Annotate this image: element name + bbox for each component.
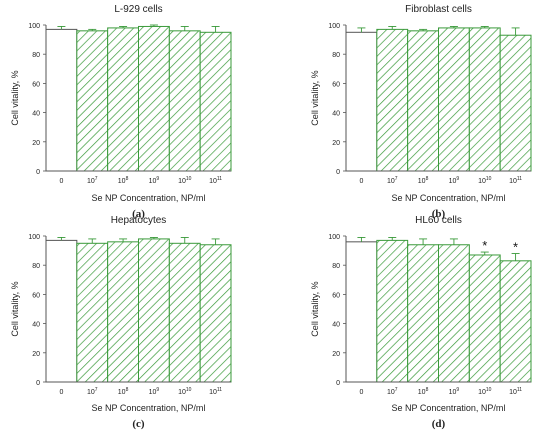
x-tick-label: 1011 (509, 176, 522, 185)
y-tick-label: 20 (332, 140, 340, 147)
bar (438, 244, 470, 383)
y-tick-label: 0 (336, 169, 340, 176)
x-axis-label: Se NP Concentration, NP/ml (92, 193, 206, 203)
x-tick-label: 1010 (178, 387, 192, 396)
y-tick-label: 80 (32, 52, 40, 59)
y-axis-label: Cell vitality, % (310, 281, 320, 336)
x-tick-label: 109 (449, 387, 460, 396)
x-axis-label: Se NP Concentration, NP/ml (392, 193, 506, 203)
bar (407, 30, 439, 172)
x-tick-label: 108 (118, 387, 129, 396)
x-tick-label: 1011 (509, 387, 522, 396)
chart-title: Fibroblast cells (405, 4, 472, 15)
bar (138, 238, 170, 383)
bar (138, 25, 170, 172)
bar (468, 27, 501, 172)
y-axis-label: Cell vitality, % (10, 281, 20, 336)
x-tick-label: 109 (149, 176, 160, 185)
x-tick-label: 0 (359, 178, 363, 185)
bar (468, 254, 501, 383)
x-axis-label: Se NP Concentration, NP/ml (392, 403, 506, 413)
y-tick-label: 40 (32, 322, 40, 329)
chart-panel-2: Fibroblast cells 0 20 40 60 80 100 Cell vitalit… (310, 4, 532, 220)
y-tick-label: 20 (32, 140, 40, 147)
bar (107, 27, 139, 172)
chart-title: HL60 cells (415, 215, 462, 226)
bar (45, 239, 78, 383)
panel-label: (c) (132, 418, 145, 430)
bar (76, 30, 109, 172)
panel-label: (a) (132, 208, 145, 220)
y-tick-label: 20 (332, 351, 340, 358)
bar (168, 30, 201, 172)
y-tick-label: 60 (32, 81, 40, 88)
bar (499, 34, 532, 172)
bar (407, 244, 439, 383)
chart-panel-1: L-929 cells 0 20 40 60 80 100 Cell vitality, % 0… (10, 4, 232, 220)
x-tick-label: 109 (449, 176, 460, 185)
bar (499, 260, 532, 383)
significance-marker: * (482, 238, 487, 253)
x-tick-label: 107 (387, 176, 398, 185)
chart-panel-3: Hepatocytes 0 20 40 60 80 100 Cell vitality, % 0… (10, 215, 232, 430)
x-tick-label: 1010 (178, 176, 192, 185)
y-tick-label: 100 (28, 23, 40, 30)
y-axis-label: Cell vitality, % (310, 70, 320, 125)
y-tick-label: 20 (32, 351, 40, 358)
x-tick-label: 1010 (478, 387, 492, 396)
x-tick-label: 0 (359, 389, 363, 396)
x-tick-label: 1010 (478, 176, 492, 185)
x-tick-label: 108 (418, 387, 429, 396)
y-tick-label: 60 (332, 292, 340, 299)
y-tick-label: 100 (28, 234, 40, 241)
x-tick-label: 1011 (209, 176, 222, 185)
y-tick-label: 100 (328, 23, 340, 30)
bar (345, 31, 378, 172)
x-tick-label: 107 (87, 176, 98, 185)
x-axis-label: Se NP Concentration, NP/ml (92, 403, 206, 413)
bar (76, 242, 109, 383)
bar (438, 27, 470, 172)
significance-marker: * (513, 240, 518, 255)
bar (345, 241, 378, 383)
y-tick-label: 80 (332, 52, 340, 59)
x-tick-label: 1011 (209, 387, 222, 396)
y-tick-label: 0 (336, 380, 340, 387)
y-tick-label: 40 (332, 111, 340, 118)
x-tick-label: 107 (387, 387, 398, 396)
panel-label: (b) (432, 208, 446, 220)
y-tick-label: 80 (332, 263, 340, 270)
bar (376, 28, 409, 172)
y-tick-label: 80 (32, 263, 40, 270)
chart-panel-4: HL60 cells 0 20 40 60 80 100 Cell vitality, % 0 1… (310, 215, 532, 430)
x-tick-label: 107 (87, 387, 98, 396)
y-tick-label: 40 (332, 322, 340, 329)
x-tick-label: 0 (59, 178, 63, 185)
y-tick-label: 0 (36, 380, 40, 387)
y-tick-label: 60 (32, 292, 40, 299)
x-tick-label: 0 (59, 389, 63, 396)
y-axis-label: Cell vitality, % (10, 70, 20, 125)
bar (107, 241, 139, 383)
y-tick-label: 0 (36, 169, 40, 176)
x-tick-label: 109 (149, 387, 160, 396)
bar (376, 239, 409, 383)
bar (45, 28, 78, 172)
bar (168, 242, 201, 383)
y-tick-label: 40 (32, 111, 40, 118)
chart-title: L-929 cells (114, 4, 162, 15)
y-tick-label: 60 (332, 81, 340, 88)
panel-label: (d) (432, 418, 446, 430)
x-tick-label: 108 (118, 176, 129, 185)
chart-title: Hepatocytes (111, 215, 167, 226)
y-tick-label: 100 (328, 234, 340, 241)
bar (199, 244, 232, 383)
x-tick-label: 108 (418, 176, 429, 185)
bar (199, 31, 232, 172)
